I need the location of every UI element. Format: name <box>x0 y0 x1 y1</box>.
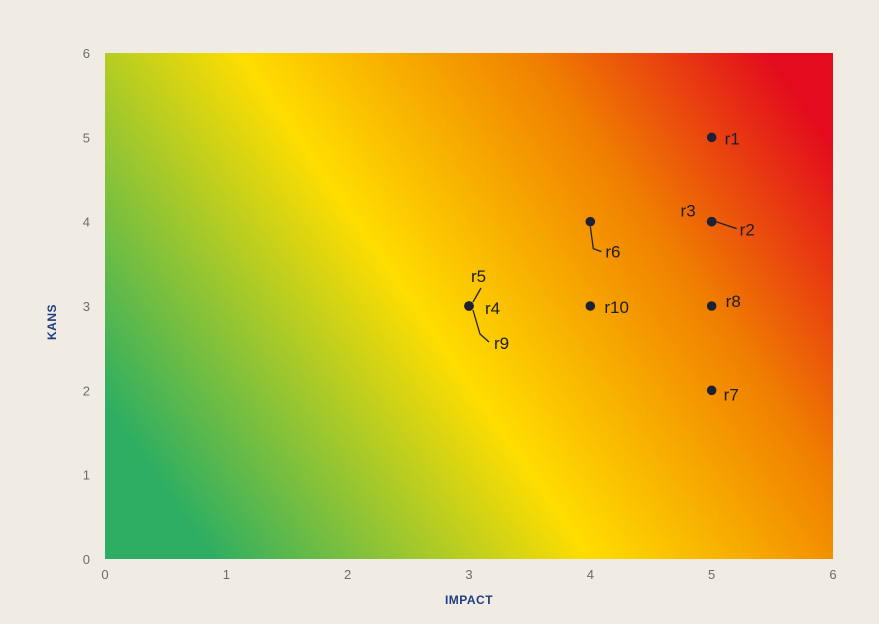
y-tick-label: 5 <box>83 130 90 145</box>
y-axis-ticks: 0 1 2 3 4 5 6 <box>83 46 90 567</box>
x-tick-label: 5 <box>708 567 715 582</box>
x-tick-label: 4 <box>587 567 594 582</box>
x-tick-label: 0 <box>101 567 108 582</box>
x-axis-title: IMPACT <box>445 593 493 607</box>
data-point <box>706 132 717 143</box>
data-point <box>585 216 596 227</box>
x-tick-label: 6 <box>829 567 836 582</box>
y-tick-label: 0 <box>83 552 90 567</box>
point-label: r2 <box>740 221 755 240</box>
data-point <box>706 301 717 311</box>
point-label: r7 <box>724 385 739 404</box>
x-axis-ticks: 0 1 2 3 4 5 6 <box>101 567 836 582</box>
y-tick-label: 4 <box>83 215 90 230</box>
leader-line <box>589 226 602 253</box>
x-tick-label: 3 <box>465 567 472 582</box>
point-label: r6 <box>605 243 620 262</box>
y-tick-label: 3 <box>83 299 90 314</box>
leader-line <box>472 309 490 343</box>
data-point <box>585 301 596 311</box>
data-point <box>464 301 474 311</box>
point-label: r5 <box>471 267 486 286</box>
y-tick-label: 1 <box>83 468 90 483</box>
y-tick-label: 6 <box>83 46 90 61</box>
point-label: r3 <box>681 202 696 221</box>
point-label: r4 <box>485 299 500 318</box>
point-label: r10 <box>604 298 629 317</box>
y-axis-title: KANS <box>45 304 59 340</box>
data-points: r1 r2 r3 r4 r5 r6 r7 r8 r9 r10 <box>464 129 755 404</box>
x-tick-label: 2 <box>344 567 351 582</box>
data-point <box>706 385 717 396</box>
point-label: r9 <box>494 334 509 353</box>
point-label: r1 <box>725 129 740 148</box>
x-tick-label: 1 <box>223 567 230 582</box>
point-label: r8 <box>726 292 741 311</box>
y-tick-label: 2 <box>83 383 90 398</box>
leader-line <box>715 221 737 230</box>
leader-line <box>472 287 482 303</box>
data-point <box>706 216 717 227</box>
